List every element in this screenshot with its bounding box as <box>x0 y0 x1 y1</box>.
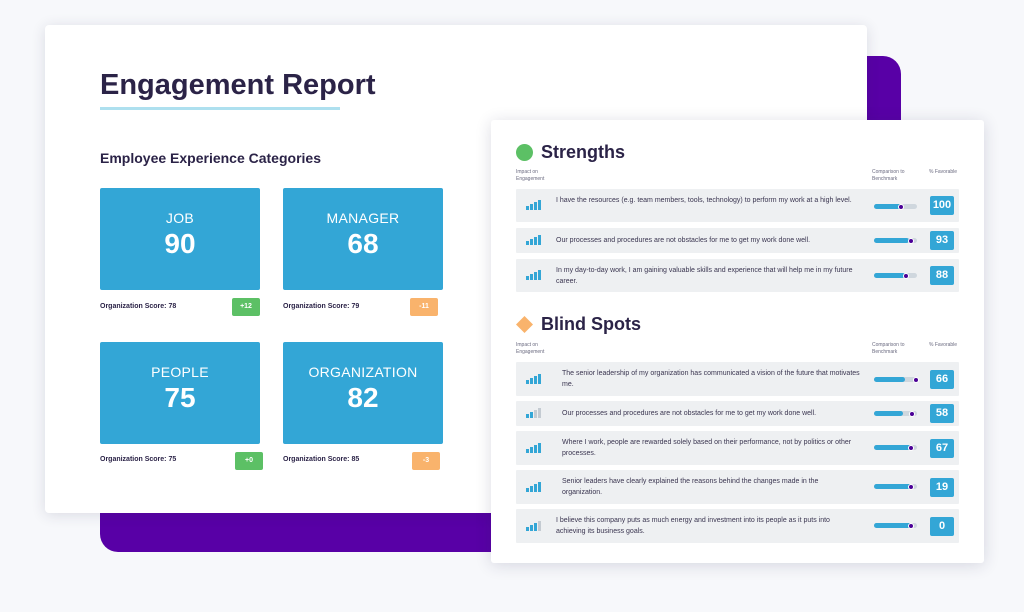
impact-bars-icon <box>526 374 541 384</box>
green-circle-icon <box>516 144 533 161</box>
favorable-score-badge: 58 <box>930 404 954 423</box>
benchmark-bar <box>874 376 920 383</box>
statement-text: Where I work, people are rewarded solely… <box>562 439 852 457</box>
impact-bars-icon <box>526 443 541 453</box>
favorable-score-badge: 88 <box>930 266 954 285</box>
comparison-column-header: Comparison to Benchmark <box>872 169 905 182</box>
category-tile-job[interactable]: JOB 90 <box>100 188 260 290</box>
impact-column-header: Impact on Engagement <box>516 342 545 355</box>
favorable-score-badge: 67 <box>930 439 954 458</box>
blind-spot-row[interactable]: Senior leaders have clearly explained th… <box>516 470 959 504</box>
category-score: 75 <box>164 382 196 413</box>
blind-spot-row[interactable]: Our processes and procedures are not obs… <box>516 401 959 426</box>
orange-diamond-icon <box>516 316 533 333</box>
category-name: ORGANIZATION <box>308 364 418 380</box>
strength-row[interactable]: In my day-to-day work, I am gaining valu… <box>516 259 959 292</box>
benchmark-bar <box>874 272 917 279</box>
comparison-column-header: Comparison to Benchmark <box>872 342 905 355</box>
strength-row[interactable]: Our processes and procedures are not obs… <box>516 228 959 253</box>
strengths-title: Strengths <box>541 142 626 162</box>
statement-text: The senior leadership of my organization… <box>562 370 860 388</box>
favorable-score-badge: 66 <box>930 370 954 389</box>
benchmark-bar <box>874 522 917 529</box>
category-score: 82 <box>347 382 379 413</box>
favorable-score-badge: 0 <box>930 517 954 536</box>
statement-text: I believe this company puts as much ener… <box>556 517 830 535</box>
score-delta-badge: -11 <box>410 298 438 316</box>
organization-score-text: Organization Score: 78 <box>100 303 177 310</box>
organization-score-text: Organization Score: 75 <box>100 456 177 463</box>
score-delta-badge: -3 <box>412 452 440 470</box>
blind-spot-row[interactable]: I believe this company puts as much ener… <box>516 509 959 543</box>
category-tile-organization[interactable]: ORGANIZATION 82 <box>283 342 443 444</box>
category-name: MANAGER <box>326 210 400 226</box>
benchmark-bar <box>874 237 917 244</box>
category-score: 68 <box>347 228 379 259</box>
benchmark-bar <box>874 410 917 417</box>
impact-column-header: Impact on Engagement <box>516 169 545 182</box>
blind-spots-title: Blind Spots <box>541 314 641 334</box>
impact-bars-icon <box>526 482 541 492</box>
benchmark-bar <box>874 203 917 210</box>
category-score: 90 <box>164 228 196 259</box>
statement-text: Our processes and procedures are not obs… <box>556 237 811 244</box>
impact-bars-icon <box>526 200 541 210</box>
title-underline <box>100 107 340 110</box>
category-name: JOB <box>165 210 195 226</box>
favorable-score-badge: 19 <box>930 478 954 497</box>
favorable-column-header: % Favorable <box>929 169 958 175</box>
category-tile-people[interactable]: PEOPLE 75 <box>100 342 260 444</box>
categories-heading: Employee Experience Categories <box>100 150 321 166</box>
statement-text: I have the resources (e.g. team members,… <box>556 197 852 204</box>
statement-text: In my day-to-day work, I am gaining valu… <box>556 267 853 285</box>
impact-bars-icon <box>526 270 541 280</box>
page-title: Engagement Report <box>100 69 376 101</box>
benchmark-bar <box>874 483 917 490</box>
benchmark-bar <box>874 444 917 451</box>
score-delta-badge: +0 <box>235 452 263 470</box>
impact-bars-icon <box>526 521 541 531</box>
blind-spot-row[interactable]: Where I work, people are rewarded solely… <box>516 431 959 465</box>
strengths-blind-spots-panel: Strengths Impact on Engagement Compariso… <box>491 120 984 563</box>
impact-bars-icon <box>526 235 541 245</box>
statement-text: Senior leaders have clearly explained th… <box>562 478 819 496</box>
favorable-column-header: % Favorable <box>929 342 958 348</box>
favorable-score-badge: 100 <box>930 196 954 215</box>
favorable-score-badge: 93 <box>930 231 954 250</box>
category-tile-manager[interactable]: MANAGER 68 <box>283 188 443 290</box>
impact-bars-icon <box>526 408 541 418</box>
score-delta-badge: +12 <box>232 298 260 316</box>
organization-score-text: Organization Score: 85 <box>283 456 360 463</box>
blind-spot-row[interactable]: The senior leadership of my organization… <box>516 362 959 396</box>
strength-row[interactable]: I have the resources (e.g. team members,… <box>516 189 959 222</box>
organization-score-text: Organization Score: 79 <box>283 303 360 310</box>
category-name: PEOPLE <box>151 364 209 380</box>
statement-text: Our processes and procedures are not obs… <box>562 410 817 417</box>
